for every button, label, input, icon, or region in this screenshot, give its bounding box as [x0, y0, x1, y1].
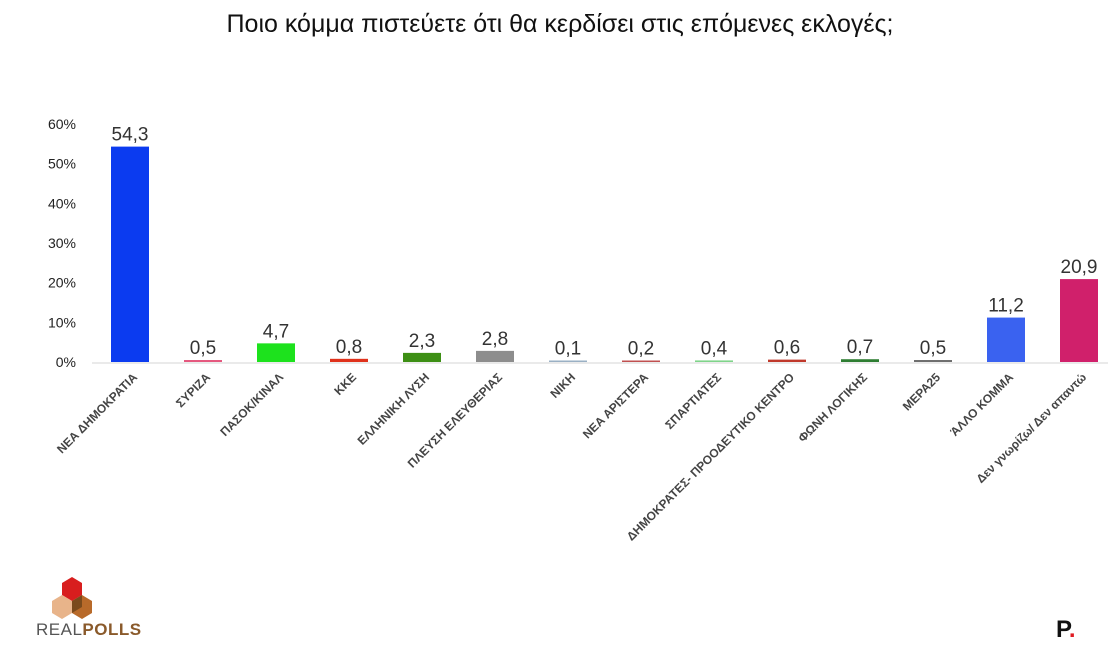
- x-tick-label: ΜΕΡΑ25: [900, 370, 943, 413]
- bar: [622, 360, 660, 362]
- value-labels: 54,3 0,5 4,7 0,8 2,3 2,8 0,1 0,2 0,4 0,6 0,7 0,5 11,…: [112, 125, 1098, 360]
- bar: [768, 359, 806, 362]
- data-label: 54,3: [112, 125, 149, 146]
- x-tick-label: ΕΛΛΗΝΙΚΗ ΛΥΣΗ: [355, 370, 433, 448]
- data-label: 2,3: [409, 331, 435, 352]
- logo-word-polls: POLLS: [82, 620, 142, 639]
- bar: [403, 352, 441, 362]
- chart-title: Ποιο κόμμα πιστεύετε ότι θα κερδίσει στι…: [226, 10, 894, 38]
- bars: [111, 146, 1098, 362]
- logo-word-real: REAL: [36, 620, 83, 639]
- y-tick-label: 10%: [48, 314, 76, 330]
- bar: [476, 350, 514, 362]
- bar: [914, 360, 952, 362]
- y-tick-label: 0%: [56, 354, 76, 370]
- y-tick-label: 40%: [48, 195, 76, 211]
- x-tick-label: ΝΕΑ ΑΡΙΣΤΕΡΑ: [580, 370, 651, 441]
- bar: [987, 317, 1025, 362]
- bar: [111, 146, 149, 362]
- bar: [549, 360, 587, 362]
- y-tick-label: 60%: [48, 116, 76, 132]
- publisher-letter: P: [1056, 616, 1069, 643]
- x-tick-label: ΠΑΣΟΚ/ΚΙΝΑΛ: [217, 370, 286, 439]
- x-tick-label: ΣΠΑΡΤΙΑΤΕΣ: [662, 370, 724, 432]
- data-label: 0,8: [336, 337, 362, 358]
- y-axis: 0% 10% 20% 30% 40% 50% 60%: [48, 116, 1108, 370]
- x-tick-label: ΔΗΜΟΚΡΑΤΕΣ- ΠΡΟΟΔΕΥΤΙΚΟ ΚΕΝΤΡΟ: [624, 370, 797, 543]
- publisher-logo: P.: [1056, 616, 1076, 643]
- bar: [1060, 279, 1098, 362]
- data-label: 4,7: [263, 321, 289, 342]
- x-tick-label: ΆΛΛΟ ΚΟΜΜΑ: [947, 370, 1016, 439]
- x-tick-label: ΦΩΝΗ ΛΟΓΙΚΗΣ: [795, 370, 870, 445]
- x-tick-label: ΝΙΚΗ: [547, 370, 578, 401]
- data-label: 0,5: [190, 338, 216, 359]
- data-label: 2,8: [482, 329, 508, 350]
- data-label: 0,7: [847, 337, 873, 358]
- y-tick-label: 20%: [48, 275, 76, 291]
- x-tick-label: ΚΚΕ: [331, 370, 359, 398]
- x-tick-label: ΝΕΑ ΔΗΜΟΚΡΑΤΙΑ: [54, 370, 140, 456]
- realpolls-logo-icon: [52, 577, 92, 619]
- realpolls-wordmark: REALPOLLS: [36, 620, 142, 640]
- data-label: 0,6: [774, 338, 800, 359]
- data-label: 0,5: [920, 338, 946, 359]
- y-tick-label: 50%: [48, 156, 76, 172]
- y-tick-label: 30%: [48, 235, 76, 251]
- bar: [257, 343, 295, 362]
- x-axis-labels: ΝΕΑ ΔΗΜΟΚΡΑΤΙΑ ΣΥΡΙΖΑ ΠΑΣΟΚ/ΚΙΝΑΛ ΚΚΕΕΛΛΗΝΙ…: [54, 370, 1089, 544]
- data-label: 0,2: [628, 339, 654, 360]
- bar: [841, 359, 879, 362]
- bar: [330, 358, 368, 362]
- x-tick-label: ΣΥΡΙΖΑ: [173, 370, 213, 410]
- data-label: 0,1: [555, 339, 581, 360]
- data-label: 20,9: [1061, 257, 1098, 278]
- bar: [184, 360, 222, 362]
- bar: [695, 360, 733, 362]
- data-label: 0,4: [701, 338, 728, 359]
- data-label: 11,2: [988, 296, 1024, 317]
